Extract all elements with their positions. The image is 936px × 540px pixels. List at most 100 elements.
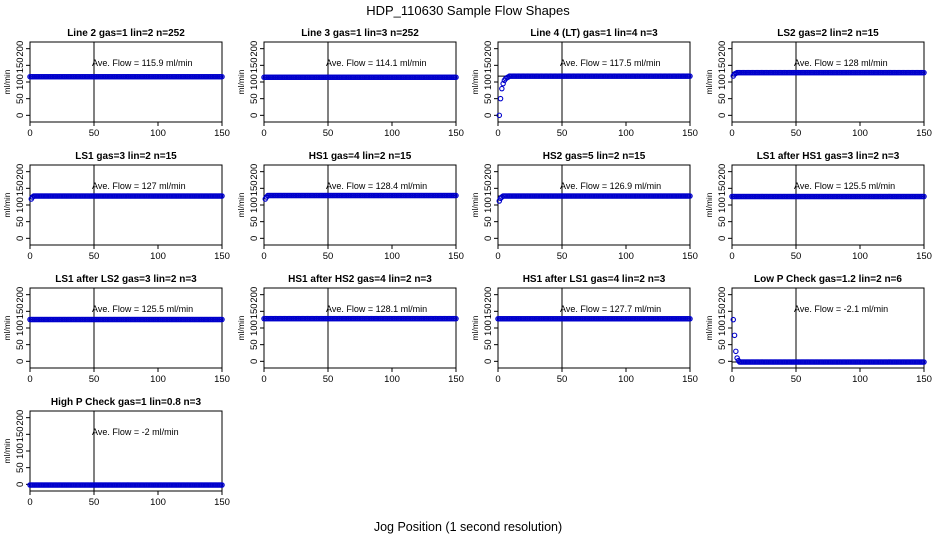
- x-tick-label: 150: [448, 128, 464, 139]
- y-tick-label: 200: [249, 287, 260, 303]
- y-tick-label: 0: [717, 359, 728, 364]
- x-tick-label: 50: [557, 251, 568, 262]
- plot-frame: [497, 287, 691, 369]
- data-point: [453, 315, 459, 322]
- y-tick-label: 100: [717, 74, 728, 90]
- average-flow-annotation: Ave. Flow = 125.5 ml/min: [794, 181, 895, 191]
- panel-title: Line 3 gas=1 lin=3 n=252: [301, 28, 419, 39]
- x-tick-label: 50: [791, 374, 802, 385]
- x-tick-label: 150: [214, 497, 230, 508]
- data-point: [453, 192, 459, 199]
- data-point: [730, 316, 737, 323]
- x-tick-label: 0: [27, 251, 32, 262]
- y-tick-label: 50: [717, 216, 728, 227]
- y-tick-label: 200: [15, 41, 26, 57]
- y-tick-label: 200: [15, 410, 26, 426]
- y-tick-label: 50: [249, 216, 260, 227]
- data-points: [261, 74, 459, 81]
- panel-title: Low P Check gas=1.2 lin=2 n=6: [754, 274, 902, 285]
- x-tick-label: 0: [729, 128, 734, 139]
- x-tick-label: 100: [618, 251, 634, 262]
- y-tick-label: 50: [249, 93, 260, 104]
- average-flow-annotation: Ave. Flow = -2.1 ml/min: [794, 304, 888, 314]
- panel-title: LS1 after HS1 gas=3 lin=2 n=3: [757, 151, 900, 162]
- x-tick-label: 150: [214, 251, 230, 262]
- x-tick-label: 100: [150, 374, 166, 385]
- y-tick-label: 150: [15, 57, 26, 73]
- y-axis-label: ml/min: [470, 69, 480, 94]
- y-axis-label: ml/min: [704, 315, 714, 340]
- y-axis-label: ml/min: [2, 438, 12, 463]
- panel-title: Line 2 gas=1 lin=2 n=252: [67, 28, 185, 39]
- y-axis-label: ml/min: [704, 69, 714, 94]
- y-tick-label: 100: [483, 197, 494, 213]
- plot-frame: [731, 41, 925, 123]
- y-axis-label: ml/min: [2, 69, 12, 94]
- x-tick-label: 50: [89, 497, 100, 508]
- plot-frame: [29, 287, 223, 369]
- figure-x-axis-label: Jog Position (1 second resolution): [374, 520, 562, 534]
- x-tick-label: 100: [852, 251, 868, 262]
- average-flow-annotation: Ave. Flow = 114.1 ml/min: [326, 58, 426, 68]
- y-tick-label: 150: [483, 57, 494, 73]
- y-tick-label: 150: [717, 57, 728, 73]
- x-tick-label: 0: [729, 251, 734, 262]
- data-points: [495, 316, 693, 322]
- y-tick-label: 50: [483, 93, 494, 104]
- panel-12: Low P Check gas=1.2 lin=2 n=605010015020…: [704, 274, 932, 385]
- x-tick-label: 100: [150, 497, 166, 508]
- x-tick-label: 100: [150, 251, 166, 262]
- x-tick-label: 0: [27, 497, 32, 508]
- x-tick-label: 100: [384, 251, 400, 262]
- panel-title: LS2 gas=2 lin=2 n=15: [777, 28, 879, 39]
- y-tick-label: 100: [15, 320, 26, 336]
- y-tick-label: 150: [717, 303, 728, 319]
- x-tick-label: 0: [27, 128, 32, 139]
- data-point: [733, 348, 739, 355]
- panel-title: HS2 gas=5 lin=2 n=15: [543, 151, 646, 162]
- x-tick-label: 50: [791, 128, 802, 139]
- data-point: [219, 482, 225, 488]
- y-axis-label: ml/min: [470, 315, 480, 340]
- data-point: [453, 74, 459, 81]
- y-tick-label: 150: [15, 303, 26, 319]
- x-tick-label: 50: [557, 128, 568, 139]
- y-tick-label: 0: [249, 113, 260, 118]
- x-tick-label: 150: [916, 374, 932, 385]
- data-point: [219, 316, 225, 323]
- y-tick-label: 100: [249, 74, 260, 90]
- data-point: [921, 69, 927, 76]
- y-tick-label: 0: [15, 113, 26, 118]
- plot-frame: [497, 41, 691, 123]
- y-tick-label: 100: [249, 197, 260, 213]
- y-tick-label: 50: [15, 216, 26, 227]
- x-tick-label: 100: [852, 128, 868, 139]
- y-tick-label: 0: [717, 236, 728, 241]
- x-tick-label: 0: [261, 128, 266, 139]
- y-axis-label: ml/min: [236, 192, 246, 217]
- y-tick-label: 100: [717, 320, 728, 336]
- plot-frame: [29, 410, 223, 492]
- y-tick-label: 200: [249, 41, 260, 57]
- y-tick-label: 0: [483, 359, 494, 364]
- x-tick-label: 100: [384, 128, 400, 139]
- y-tick-label: 200: [717, 164, 728, 180]
- y-axis-label: ml/min: [2, 192, 12, 217]
- y-tick-label: 150: [249, 57, 260, 73]
- x-tick-label: 150: [448, 374, 464, 385]
- x-tick-label: 50: [791, 251, 802, 262]
- data-point: [500, 80, 506, 87]
- plot-frame: [263, 41, 457, 123]
- average-flow-annotation: Ave. Flow = 125.5 ml/min: [92, 304, 193, 314]
- plot-frame: [497, 164, 691, 246]
- average-flow-annotation: Ave. Flow = 128 ml/min: [794, 58, 888, 68]
- x-tick-label: 50: [323, 128, 334, 139]
- x-tick-label: 0: [495, 374, 500, 385]
- average-flow-annotation: Ave. Flow = 127 ml/min: [92, 181, 186, 191]
- data-point: [687, 316, 693, 322]
- x-tick-label: 0: [729, 374, 734, 385]
- panel-title: HS1 gas=4 lin=2 n=15: [309, 151, 412, 162]
- average-flow-annotation: Ave. Flow = 128.4 ml/min: [326, 181, 427, 191]
